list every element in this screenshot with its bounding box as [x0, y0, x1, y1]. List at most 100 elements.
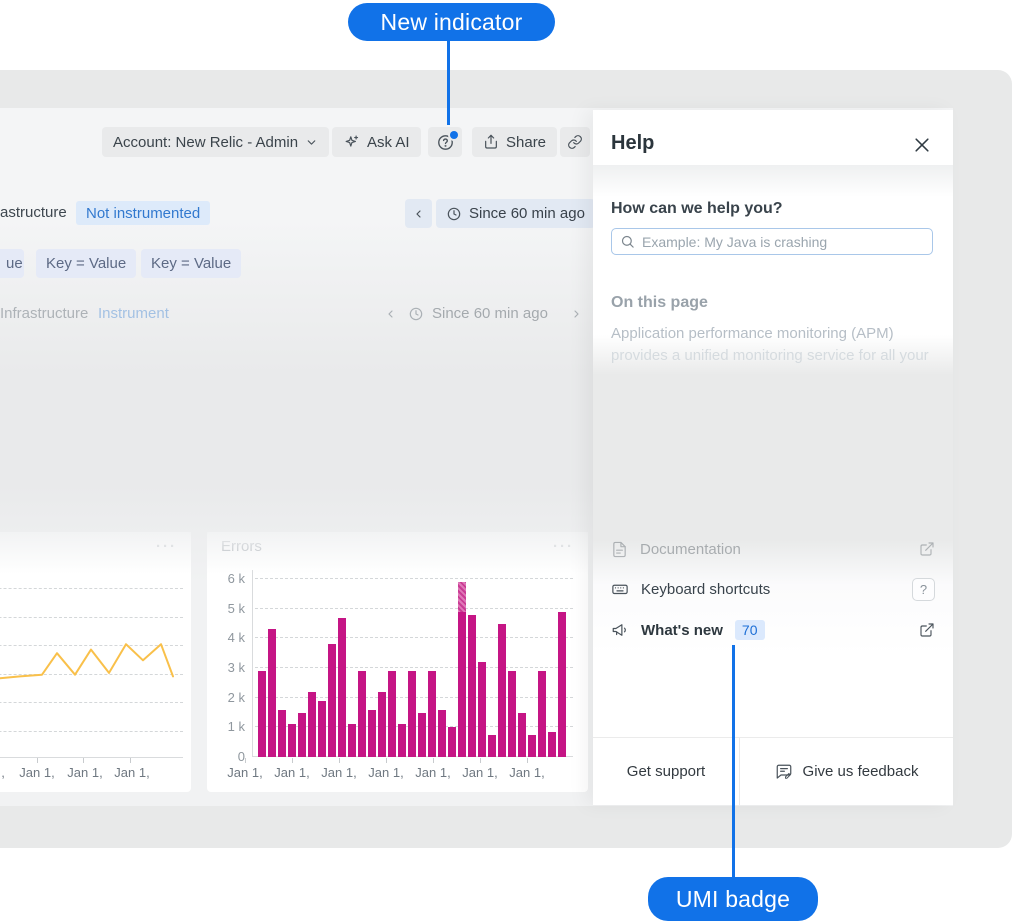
account-switcher-button[interactable]: Account: New Relic - Admin — [102, 127, 330, 157]
time-picker-label: Since 60 min ago — [469, 205, 585, 222]
clock-icon — [408, 306, 424, 322]
y-axis-line — [252, 570, 253, 757]
x-axis-tick — [130, 758, 131, 763]
account-switcher-label: Account: New Relic - Admin — [113, 133, 299, 151]
fade-overlay — [207, 532, 588, 574]
y-axis-label: 6 k — [227, 571, 245, 586]
gridline — [0, 645, 183, 646]
error-bar — [288, 724, 296, 757]
x-axis-label: Jan 1, — [321, 765, 357, 780]
time-back-button[interactable] — [405, 199, 432, 228]
close-icon[interactable] — [911, 134, 933, 156]
whats-new-count-badge: 70 — [734, 620, 765, 640]
gridline — [255, 607, 573, 609]
entity-name-fragment: astructure — [0, 204, 67, 221]
error-bar — [368, 709, 376, 757]
errors-chart-card: Errors ··· 0 1 k 2 k 3 k 4 k 5 k 6 k Jan 1, Jan… — [207, 532, 588, 792]
filter-tags-row: ue Key = Value Key = Value — [0, 249, 593, 278]
error-bar — [428, 671, 436, 757]
help-panel: Help How can we help you? On this page A… — [593, 110, 953, 805]
x-axis-tick — [527, 758, 528, 763]
help-search-input[interactable] — [642, 233, 924, 250]
help-button[interactable] — [428, 127, 462, 157]
question-keycap-badge: ? — [912, 577, 935, 601]
y-axis-label: 2 k — [227, 689, 245, 705]
x-axis-tick — [83, 758, 84, 763]
x-axis-label: Jan 1, — [67, 765, 103, 780]
faded-content-band — [593, 165, 953, 197]
get-support-label: Get support — [626, 763, 706, 780]
not-instrumented-badge[interactable]: Not instrumented — [76, 201, 211, 225]
help-search-box[interactable] — [611, 228, 933, 255]
error-bar — [538, 671, 546, 757]
new-indicator-callout: New indicator — [348, 3, 555, 41]
ask-ai-button[interactable]: Ask AI — [332, 127, 421, 157]
line-chart-card: ··· , Jan 1, Jan 1, Jan 1, — [0, 532, 191, 792]
error-bar — [328, 644, 336, 757]
give-feedback-label: Give us feedback — [802, 763, 919, 780]
tag-pill-fragment[interactable]: ue — [0, 249, 24, 278]
gridline — [255, 667, 573, 668]
error-bar — [458, 581, 466, 757]
share-icon — [483, 134, 499, 150]
umi-badge-pointer-line — [732, 645, 735, 877]
get-support-button[interactable]: Get support — [593, 738, 740, 805]
error-bar — [418, 712, 426, 757]
question-circle-icon — [436, 133, 455, 152]
new-indicator-dot — [450, 131, 458, 139]
error-bar — [438, 709, 446, 757]
tag-pill[interactable]: Key = Value — [141, 249, 242, 278]
error-bar — [468, 614, 476, 757]
error-bar — [478, 662, 486, 757]
chevron-left-icon — [413, 208, 425, 220]
help-question-heading: How can we help you? — [611, 200, 783, 217]
link-icon — [567, 134, 583, 150]
time-picker-button[interactable]: Since 60 min ago — [436, 199, 595, 228]
x-axis-tick — [245, 758, 246, 763]
gridline — [255, 578, 573, 579]
help-panel-title: Help — [611, 132, 655, 154]
errors-bars — [258, 581, 566, 757]
entity-header-row: astructure Not instrumented Since 60 min… — [0, 199, 595, 228]
x-axis-tick — [37, 758, 38, 763]
x-axis-label: Jan 1, — [415, 765, 451, 780]
feedback-icon — [775, 763, 793, 781]
error-bar — [268, 629, 276, 757]
time-picker-label[interactable]: Since 60 min ago — [432, 305, 548, 322]
x-axis-tick — [386, 758, 387, 763]
error-bar — [308, 691, 316, 757]
y-axis-label: 0 — [237, 749, 245, 764]
external-link-icon — [919, 622, 935, 638]
line-series — [0, 643, 174, 680]
chevron-left-icon[interactable] — [385, 308, 397, 320]
megaphone-icon — [611, 621, 629, 639]
error-bar — [358, 671, 366, 757]
share-label: Share — [506, 133, 547, 151]
help-item-keyboard-shortcuts[interactable]: Keyboard shortcuts ? — [611, 576, 935, 602]
chart-menu-button[interactable]: ··· — [553, 538, 574, 555]
help-item-whats-new[interactable]: What's new 70 — [611, 617, 935, 643]
error-bar — [488, 734, 496, 757]
error-bar — [548, 731, 556, 757]
document-icon — [611, 541, 628, 558]
y-axis-label: 5 k — [227, 600, 245, 616]
error-bar — [518, 712, 526, 757]
give-feedback-button[interactable]: Give us feedback — [740, 738, 953, 805]
tag-pill[interactable]: Key = Value — [36, 249, 137, 278]
help-item-documentation[interactable]: Documentation — [611, 536, 935, 562]
error-bar — [448, 727, 456, 757]
new-indicator-pointer-line — [447, 40, 450, 125]
error-bar — [558, 611, 566, 757]
share-button[interactable]: Share — [472, 127, 558, 157]
sparkle-icon — [343, 134, 360, 151]
x-axis-label: Jan 1, — [368, 765, 404, 780]
copy-link-button[interactable] — [560, 127, 590, 157]
chevron-right-icon[interactable] — [570, 308, 582, 320]
instrument-link[interactable]: Instrument — [98, 305, 169, 322]
clock-icon — [446, 206, 462, 222]
entity-name: Infrastructure — [0, 305, 89, 322]
keyboard-icon — [611, 580, 629, 598]
error-bar — [318, 700, 326, 757]
search-icon — [620, 234, 635, 249]
x-axis-label: , — [1, 765, 5, 780]
